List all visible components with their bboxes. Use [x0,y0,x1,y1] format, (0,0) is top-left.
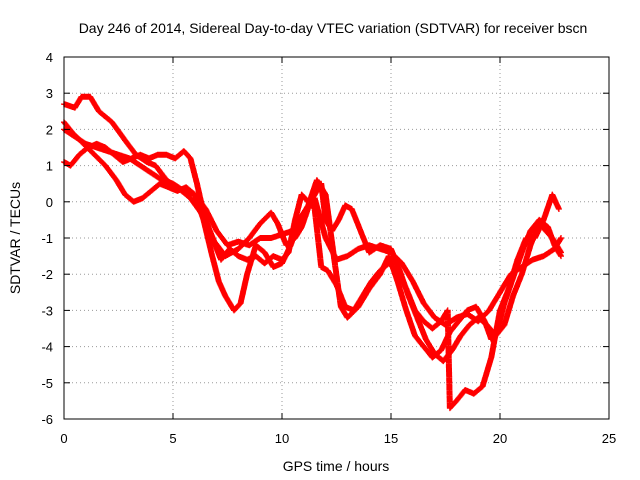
y-tick-label: -1 [41,231,53,246]
y-tick-label: -6 [41,412,53,427]
y-tick-label: -3 [41,303,53,318]
x-tick-label: 25 [602,431,616,446]
chart-title: Day 246 of 2014, Sidereal Day-to-day VTE… [79,20,588,36]
x-tick-label: 10 [275,431,289,446]
x-tick-label: 0 [60,431,67,446]
x-axis-label: GPS time / hours [283,458,390,474]
x-tick-label: 20 [493,431,507,446]
series-markers [61,140,562,412]
y-tick-label: 1 [46,159,53,174]
y-tick-label: 2 [46,122,53,137]
x-tick-label: 5 [169,431,176,446]
y-tick-label: 0 [46,195,53,210]
series-plus-markers [61,140,562,412]
y-tick-label: -4 [41,340,53,355]
y-axis-label: SDTVAR / TECUs [7,182,23,294]
y-tick-label: -2 [41,267,53,282]
y-tick-label: 4 [46,50,53,65]
y-tick-label: 3 [46,86,53,101]
data-series [61,93,564,412]
x-tick-label: 15 [384,431,398,446]
y-tick-label: -5 [41,376,53,391]
